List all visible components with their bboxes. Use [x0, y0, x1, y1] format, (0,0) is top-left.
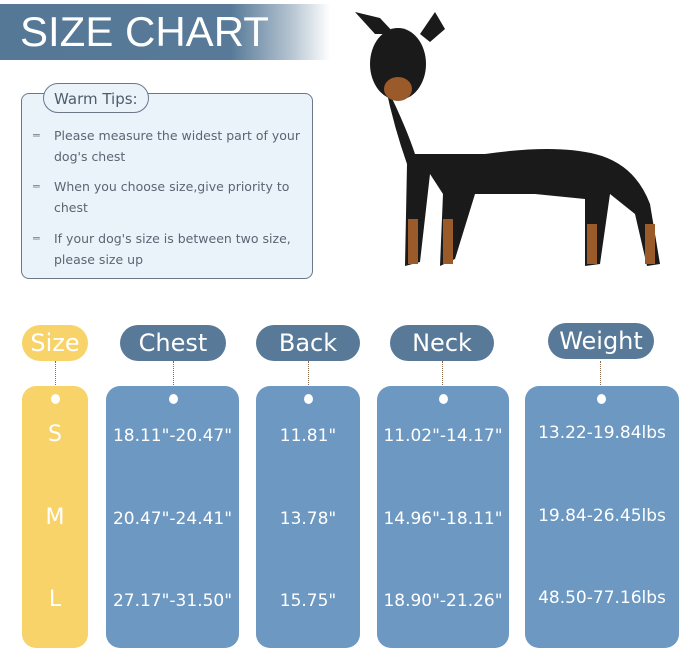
chest-l: 27.17"-31.50" [112, 591, 233, 611]
tag-hole [168, 394, 178, 404]
connector [173, 361, 174, 389]
warm-tips-box [21, 93, 313, 279]
page-title: SIZE CHART [20, 8, 269, 55]
back-column: 11.81" 13.78" 15.75" [256, 386, 360, 648]
title-banner [0, 4, 330, 60]
size-column: S M L [22, 386, 88, 648]
connector [55, 361, 56, 389]
tag-hole [50, 394, 60, 404]
weight-column: 13.22-19.84lbs 19.84-26.45lbs 48.50-77.1… [525, 386, 679, 648]
back-l: 15.75" [279, 591, 337, 611]
weight-header: Weight [548, 323, 654, 359]
neck-column: 11.02"-14.17" 14.96"-18.11" 18.90"-21.26… [377, 386, 509, 648]
dash-lines-icon: ═ [33, 180, 40, 193]
size-l: L [48, 587, 62, 612]
back-m: 13.78" [279, 509, 337, 529]
size-header: Size [22, 325, 88, 361]
dash-lines-icon: ═ [33, 232, 40, 245]
dash-lines-icon: ═ [33, 129, 40, 142]
chest-m: 20.47"-24.41" [112, 509, 233, 529]
connector [442, 361, 443, 389]
back-s: 11.81" [279, 426, 337, 446]
weight-s: 13.22-19.84lbs [538, 423, 666, 443]
warm-tips-label: Warm Tips: [43, 83, 149, 113]
chest-column: 18.11"-20.47" 20.47"-24.41" 27.17"-31.50… [106, 386, 239, 648]
back-header: Back [256, 325, 360, 361]
connector [308, 361, 309, 389]
neck-header: Neck [390, 325, 494, 361]
dog-photo [355, 12, 660, 266]
chest-s: 18.11"-20.47" [112, 426, 233, 446]
neck-s: 11.02"-14.17" [383, 426, 503, 446]
connector [600, 361, 601, 389]
tag-hole [596, 394, 606, 404]
tag-hole [303, 394, 313, 404]
neck-l: 18.90"-21.26" [383, 591, 503, 611]
tag-hole [438, 394, 448, 404]
weight-l: 48.50-77.16lbs [538, 588, 666, 608]
size-s: S [48, 422, 62, 447]
weight-m: 19.84-26.45lbs [538, 506, 666, 526]
neck-m: 14.96"-18.11" [383, 509, 503, 529]
chest-header: Chest [120, 325, 226, 361]
size-m: M [45, 505, 65, 530]
